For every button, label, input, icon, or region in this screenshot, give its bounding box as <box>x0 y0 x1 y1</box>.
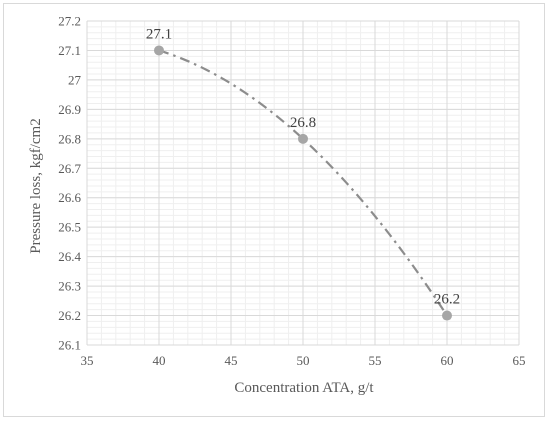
y-tick-labels: 26.1 26.2 26.3 26.4 26.5 26.6 26.7 26.8 26.9 27 27… <box>58 14 81 353</box>
y-tick-label: 26.2 <box>58 308 81 323</box>
data-point <box>154 45 164 56</box>
y-tick-label: 27 <box>68 72 82 87</box>
y-tick-label: 26.8 <box>58 131 81 146</box>
x-axis-title: Concentration ATA, g/t <box>234 380 374 396</box>
data-label: 26.2 <box>434 292 460 308</box>
data-point <box>442 310 452 321</box>
x-tick-label: 35 <box>81 353 94 368</box>
data-labels: 27.1 26.8 26.2 <box>146 26 460 307</box>
y-tick-label: 26.1 <box>58 338 81 353</box>
y-tick-label: 26.3 <box>58 279 81 294</box>
x-tick-label: 45 <box>225 353 238 368</box>
y-tick-label: 27.2 <box>58 14 81 29</box>
data-point <box>298 133 308 144</box>
y-axis-title: Pressure loss, kgf/cm2 <box>28 118 44 253</box>
x-tick-label: 50 <box>297 353 310 368</box>
data-label: 27.1 <box>146 26 172 42</box>
x-tick-labels: 35 40 45 50 55 60 65 <box>81 353 526 368</box>
y-tick-label: 26.9 <box>58 102 81 117</box>
x-tick-label: 60 <box>441 353 454 368</box>
y-tick-label: 26.7 <box>58 161 81 176</box>
trendline <box>158 49 448 317</box>
y-tick-label: 26.4 <box>58 249 81 264</box>
x-tick-label: 40 <box>153 353 166 368</box>
data-label: 26.8 <box>290 115 316 131</box>
y-tick-label: 27.1 <box>58 43 81 58</box>
trendline-path <box>158 49 448 317</box>
x-tick-label: 55 <box>369 353 382 368</box>
x-tick-label: 65 <box>513 353 526 368</box>
data-points <box>154 45 452 321</box>
y-tick-label: 26.6 <box>58 190 81 205</box>
y-tick-label: 26.5 <box>58 220 81 235</box>
